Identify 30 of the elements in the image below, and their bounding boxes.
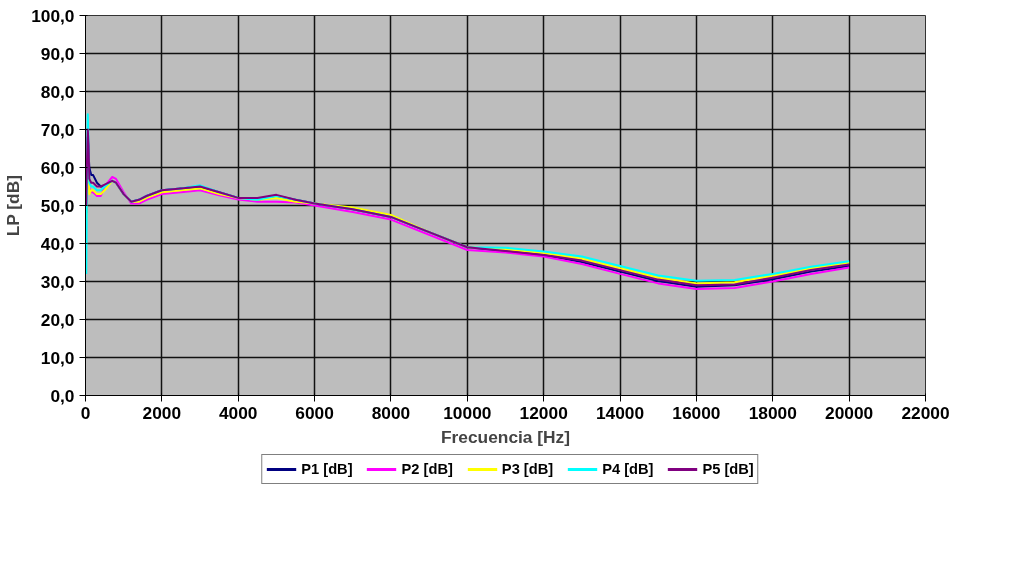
x-tick-label: 8000 xyxy=(371,402,411,423)
x-tick-label: 4000 xyxy=(218,402,258,423)
x-tick-label: 6000 xyxy=(295,402,334,423)
y-tick-label: 70,0 xyxy=(40,119,75,140)
y-tick-label: 60,0 xyxy=(40,157,75,178)
x-tick-label: 20000 xyxy=(825,402,874,423)
y-tick-label: 40,0 xyxy=(40,233,75,254)
legend-label: P3 [dB] xyxy=(501,461,554,477)
legend-label: P1 [dB] xyxy=(301,461,353,477)
y-tick-label: 90,0 xyxy=(40,43,75,64)
y-axis-title: LP [dB] xyxy=(3,175,24,237)
x-tick-label: 10000 xyxy=(443,402,492,423)
y-tick-label: 80,0 xyxy=(40,81,75,102)
y-tick-label: 0,0 xyxy=(50,385,75,406)
y-tick-label: 20,0 xyxy=(40,309,75,330)
y-tick-label: 100,0 xyxy=(31,5,75,26)
x-tick-label: 16000 xyxy=(672,402,721,423)
x-tick-label: 2000 xyxy=(142,402,182,423)
y-tick-label: 50,0 xyxy=(40,195,75,216)
y-tick-label: 30,0 xyxy=(40,271,75,292)
x-tick-label: 18000 xyxy=(748,402,797,423)
x-tick-label: 12000 xyxy=(519,402,568,423)
x-tick-label: 14000 xyxy=(595,402,645,423)
legend-label: P5 [dB] xyxy=(702,461,754,477)
legend-label: P2 [dB] xyxy=(401,461,453,477)
x-tick-label: 22000 xyxy=(901,402,950,423)
y-tick-label: 10,0 xyxy=(40,347,75,368)
legend-label: P4 [dB] xyxy=(602,461,654,477)
x-tick-label: 0 xyxy=(80,402,91,423)
x-axis-title: Frecuencia [Hz] xyxy=(440,426,571,447)
